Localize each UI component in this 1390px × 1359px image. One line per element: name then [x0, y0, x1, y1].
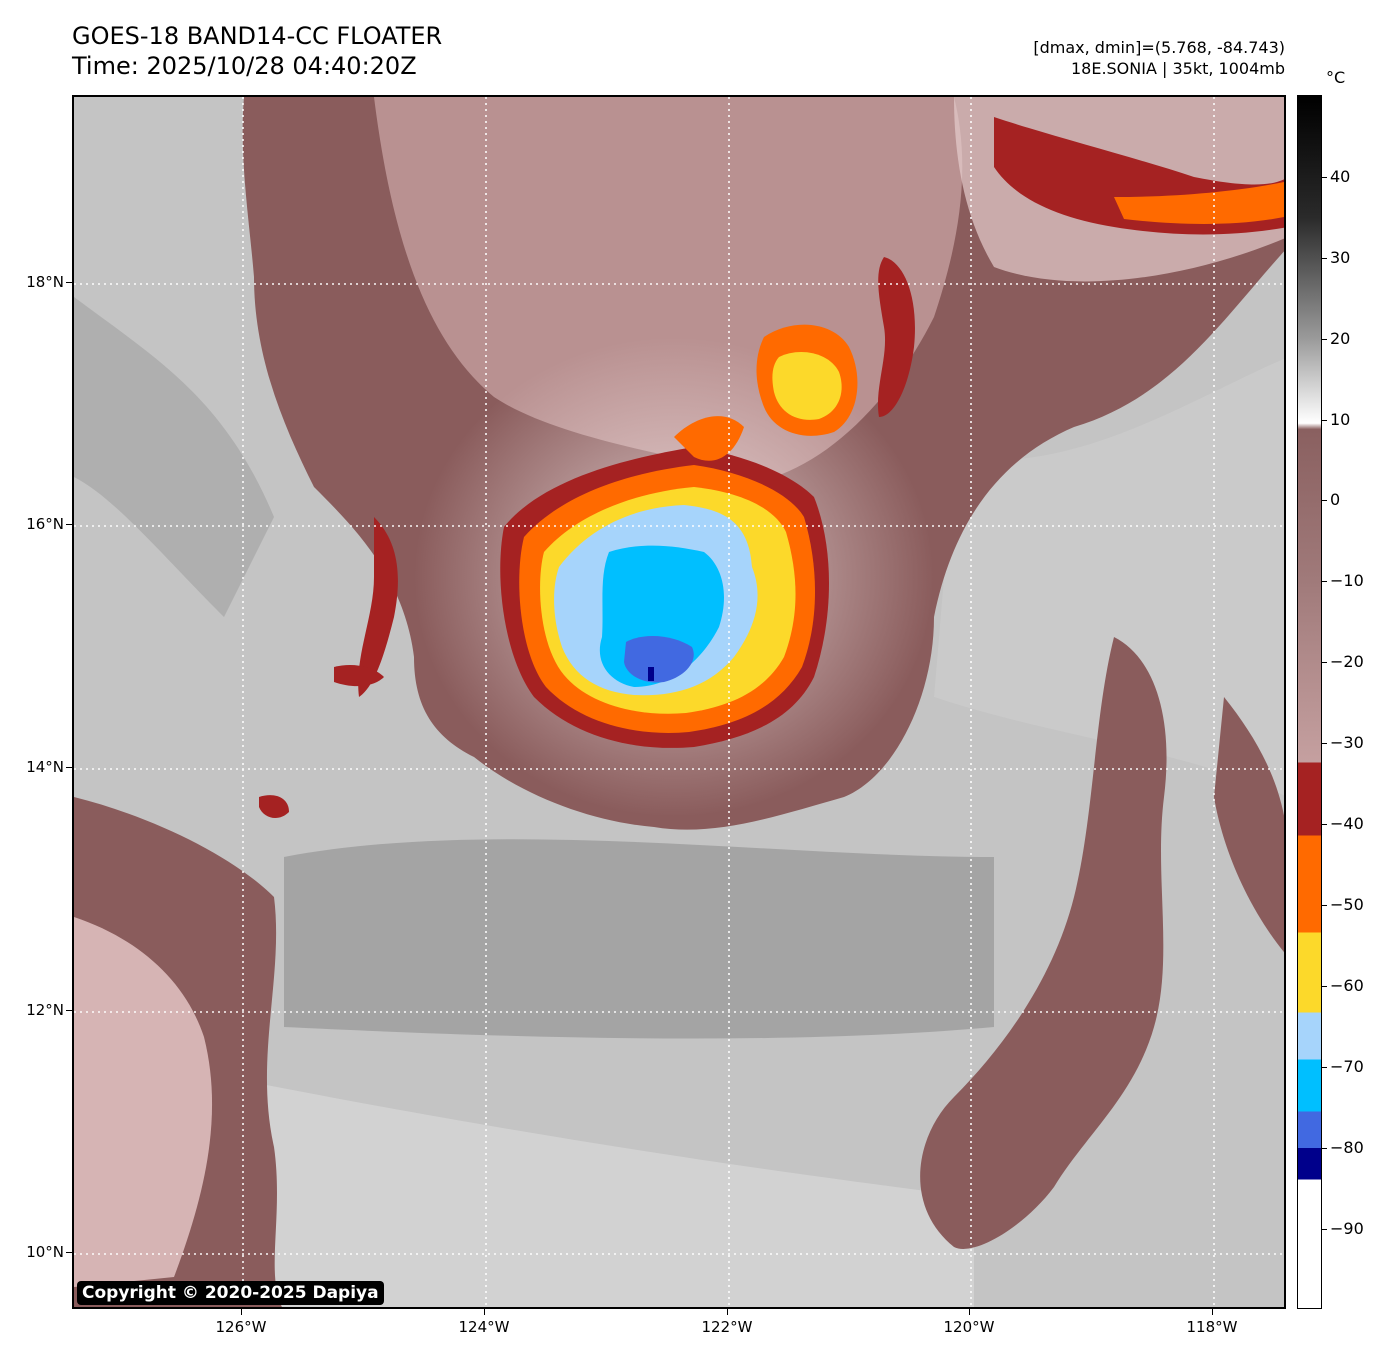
lon-label-126w: 126°W	[215, 1318, 267, 1336]
timestamp: Time: 2025/10/28 04:40:20Z	[72, 52, 417, 80]
colorbar-tick	[1322, 420, 1327, 421]
chart-title: GOES-18 BAND14-CC FLOATER	[72, 22, 443, 50]
colorbar-label-30: 30	[1330, 248, 1351, 267]
colorbar-tick	[1322, 177, 1327, 178]
colorbar-label-m50: −50	[1330, 895, 1364, 914]
lat-tick	[66, 524, 72, 525]
lon-tick	[1212, 1309, 1213, 1315]
colorbar-label-m30: −30	[1330, 733, 1364, 752]
satellite-image	[74, 97, 1284, 1307]
lat-label-14n: 14°N	[26, 758, 64, 776]
colorbar-tick	[1322, 339, 1327, 340]
copyright-badge: Copyright © 2020-2025 Dapiya	[77, 1281, 384, 1305]
colorbar-label-m90: −90	[1330, 1219, 1364, 1238]
colorbar-label-0: 0	[1330, 490, 1341, 509]
lon-label-120w: 120°W	[943, 1318, 995, 1336]
lon-tick	[241, 1309, 242, 1315]
colorbar-label-10: 10	[1330, 410, 1351, 429]
colorbar-label-40: 40	[1330, 167, 1351, 186]
lat-label-12n: 12°N	[26, 1001, 64, 1019]
colorbar-tick	[1322, 743, 1327, 744]
lat-tick	[66, 282, 72, 283]
lon-tick	[484, 1309, 485, 1315]
lon-label-124w: 124°W	[458, 1318, 510, 1336]
colorbar-label-m20: −20	[1330, 652, 1364, 671]
colorbar-tick	[1322, 1148, 1327, 1149]
colorbar-tick	[1322, 258, 1327, 259]
satellite-map: Copyright © 2020-2025 Dapiya	[72, 95, 1286, 1309]
colorbar	[1297, 95, 1322, 1309]
colorbar-label-m40: −40	[1330, 814, 1364, 833]
colorbar-label-m80: −80	[1330, 1138, 1364, 1157]
lon-label-122w: 122°W	[701, 1318, 753, 1336]
colorbar-label-m10: −10	[1330, 571, 1364, 590]
colorbar-label-20: 20	[1330, 329, 1351, 348]
graticule	[74, 97, 1284, 1307]
lat-tick	[66, 767, 72, 768]
lat-tick	[66, 1252, 72, 1253]
colorbar-tick	[1322, 662, 1327, 663]
lat-label-18n: 18°N	[26, 273, 64, 291]
colorbar-tick	[1322, 905, 1327, 906]
lat-tick	[66, 1010, 72, 1011]
colorbar-tick	[1322, 986, 1327, 987]
colorbar-label-m70: −70	[1330, 1057, 1364, 1076]
lon-tick	[969, 1309, 970, 1315]
colorbar-unit: °C	[1326, 68, 1346, 87]
colorbar-tick	[1322, 1229, 1327, 1230]
lat-label-16n: 16°N	[26, 515, 64, 533]
colorbar-tick	[1322, 824, 1327, 825]
data-range-label: [dmax, dmin]=(5.768, -84.743)	[1033, 38, 1285, 57]
lon-tick	[727, 1309, 728, 1315]
lon-label-118w: 118°W	[1186, 1318, 1238, 1336]
colorbar-label-m60: −60	[1330, 976, 1364, 995]
colorbar-tick	[1322, 500, 1327, 501]
colorbar-tick	[1322, 581, 1327, 582]
storm-info-label: 18E.SONIA | 35kt, 1004mb	[1070, 59, 1285, 78]
lat-label-10n: 10°N	[26, 1243, 64, 1261]
colorbar-tick	[1322, 1067, 1327, 1068]
